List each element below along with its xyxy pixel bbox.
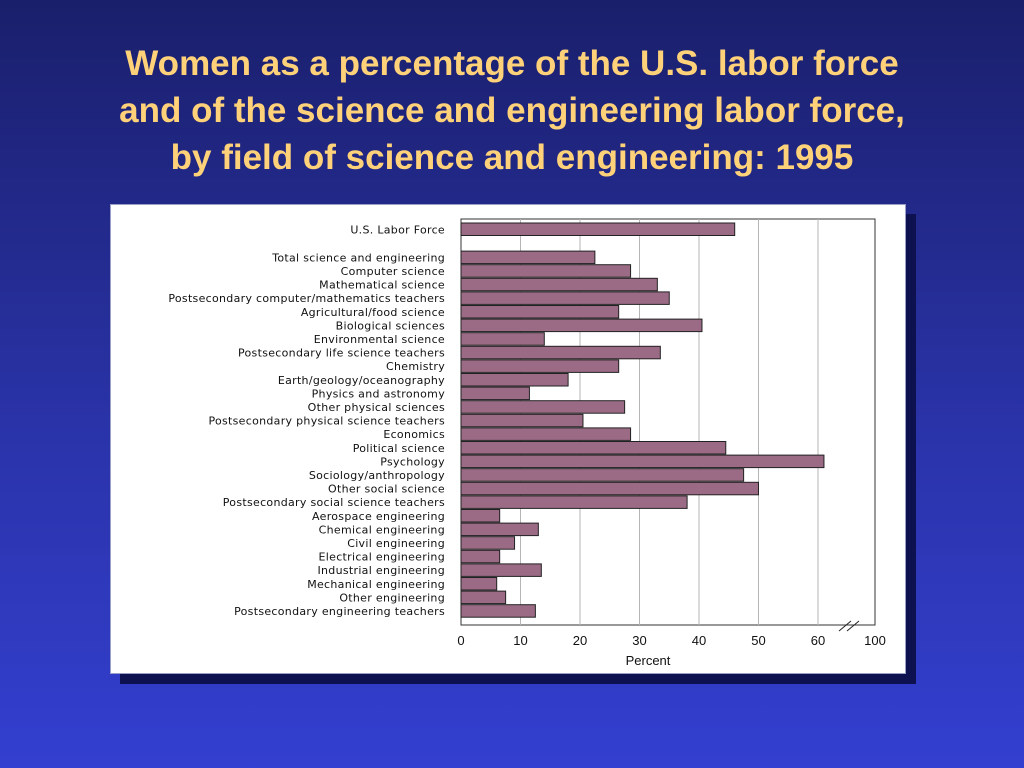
x-tick-label: 60	[811, 633, 825, 648]
bar	[460, 345, 661, 360]
category-label: Electrical engineering	[319, 551, 445, 564]
category-label: Agricultural/food science	[301, 306, 445, 319]
category-label: Postsecondary computer/mathematics teach…	[168, 292, 445, 305]
category-label: Mathematical science	[319, 279, 445, 292]
category-label: Chemistry	[386, 360, 445, 373]
bar	[460, 468, 745, 482]
x-tick-label: 20	[573, 633, 587, 648]
bar	[460, 563, 542, 577]
category-label: Postsecondary engineering teachers	[234, 605, 445, 618]
bar	[460, 332, 545, 346]
category-label: Chemical engineering	[319, 523, 445, 536]
category-label: Other engineering	[339, 591, 445, 604]
title-line-1: Women as a percentage of the U.S. labor …	[125, 44, 899, 83]
axis-break-mark	[846, 620, 860, 632]
bar-chart: U.S. Labor Force Total science and engine…	[168, 218, 886, 668]
bar	[460, 441, 727, 455]
bar	[460, 373, 569, 387]
x-axis-title: Percent	[626, 653, 671, 668]
bar	[460, 495, 688, 509]
bar	[460, 604, 536, 618]
category-label: Total science and engineering	[271, 251, 445, 264]
bar	[460, 277, 658, 292]
bar	[460, 264, 632, 278]
bar	[460, 577, 498, 591]
x-tick-label: 50	[751, 633, 765, 648]
bar	[460, 318, 703, 333]
category-label: Other social science	[328, 483, 445, 496]
category-label: Postsecondary physical science teachers	[208, 415, 445, 428]
bar	[460, 400, 626, 414]
category-label: Sociology/anthropology	[309, 469, 445, 482]
category-label: Economics	[383, 428, 445, 441]
title-line-2: and of the science and engineering labor…	[119, 91, 905, 130]
category-label: Biological sciences	[336, 319, 445, 332]
chart-card: U.S. Labor Force Total science and engine…	[110, 204, 906, 674]
category-label: U.S. Labor Force	[350, 223, 445, 236]
x-tick-label: 10	[513, 633, 527, 648]
x-tick-label: 0	[457, 633, 464, 648]
bar	[460, 509, 501, 523]
category-label: Earth/geology/oceanography	[278, 374, 445, 387]
x-tick-label: 40	[692, 633, 706, 648]
x-tick-label: 100	[864, 633, 886, 648]
category-label: Civil engineering	[347, 537, 445, 550]
bar	[460, 386, 530, 401]
bar	[460, 291, 670, 305]
slide-title: Women as a percentage of the U.S. labor …	[40, 40, 984, 181]
axis-break-mark	[838, 620, 852, 632]
category-label: Postsecondary social science teachers	[223, 496, 445, 509]
category-label: Aerospace engineering	[312, 510, 445, 523]
bar	[460, 454, 825, 469]
title-line-3: by field of science and engineering: 199…	[170, 138, 854, 177]
category-label: Physics and astronomy	[312, 387, 446, 400]
bar	[460, 305, 620, 319]
category-label: Computer science	[341, 265, 445, 278]
bar	[460, 427, 632, 441]
category-label: Other physical sciences	[308, 401, 445, 414]
category-label: Environmental science	[314, 333, 445, 346]
bar	[460, 413, 584, 428]
category-label: Political science	[353, 442, 445, 455]
bar	[460, 536, 516, 550]
bar	[460, 549, 501, 564]
bar	[460, 222, 736, 236]
bar	[460, 481, 759, 496]
category-label: Mechanical engineering	[307, 578, 445, 591]
bar	[460, 250, 596, 265]
category-label: Postsecondary life science teachers	[238, 347, 445, 360]
category-label: Psychology	[380, 455, 445, 468]
bar	[460, 522, 539, 537]
bar	[460, 590, 507, 605]
category-label: Industrial engineering	[317, 564, 445, 577]
bar	[460, 359, 620, 373]
x-tick-label: 30	[632, 633, 646, 648]
